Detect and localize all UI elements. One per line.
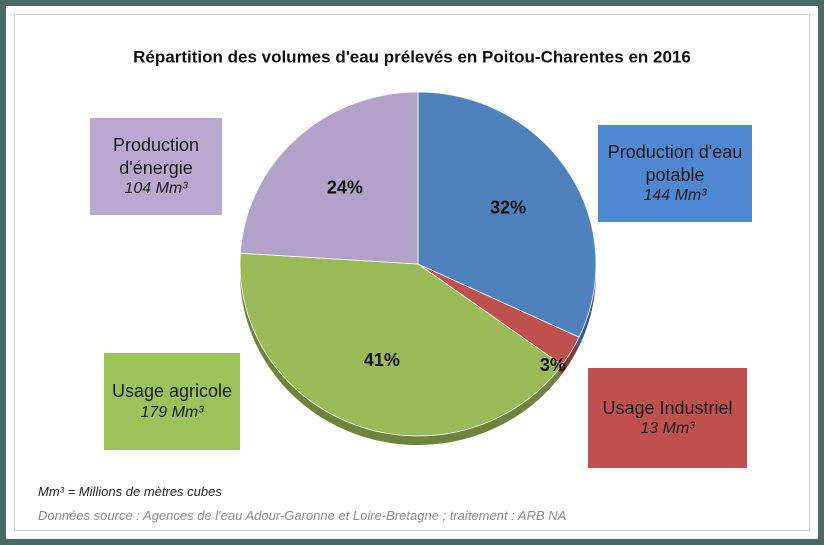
legend-box: Production d'énergie 104 Mm³ [90, 118, 222, 215]
chart: Répartition des volumes d'eau prélevés e… [133, 47, 691, 445]
value-label: 41% [364, 350, 400, 370]
slice [239, 91, 419, 265]
volume-label: 179 Mm³ [140, 403, 204, 421]
legend-box: Usage Industriel 13 Mm³ [588, 368, 747, 468]
legend-box: Production d'eau potable 144 Mm³ [598, 125, 752, 222]
note: Données source : Agences de l'eau Adour-… [38, 508, 567, 523]
value-label: 24% [327, 178, 363, 198]
value-label: 32% [490, 197, 526, 217]
value-label: 3% [540, 355, 566, 375]
legend-box: Usage agricole 179 Mm³ [104, 353, 240, 450]
category-label: Production d'énergie [112, 135, 200, 178]
volume-label: 144 Mm³ [643, 187, 707, 204]
chart-title: Répartition des volumes d'eau prélevés e… [133, 47, 691, 66]
category-label: Usage agricole [111, 381, 233, 402]
slice [417, 91, 597, 338]
volume-label: 13 Mm³ [640, 420, 695, 438]
inner-frame [14, 14, 810, 531]
volume-label: 104 Mm³ [124, 180, 188, 197]
category-label: Production d'eau potable [607, 142, 743, 185]
category-label: Usage Industriel [602, 397, 733, 418]
slice [239, 252, 563, 437]
note: Mm³ = Millions de mètres cubes [38, 484, 222, 499]
